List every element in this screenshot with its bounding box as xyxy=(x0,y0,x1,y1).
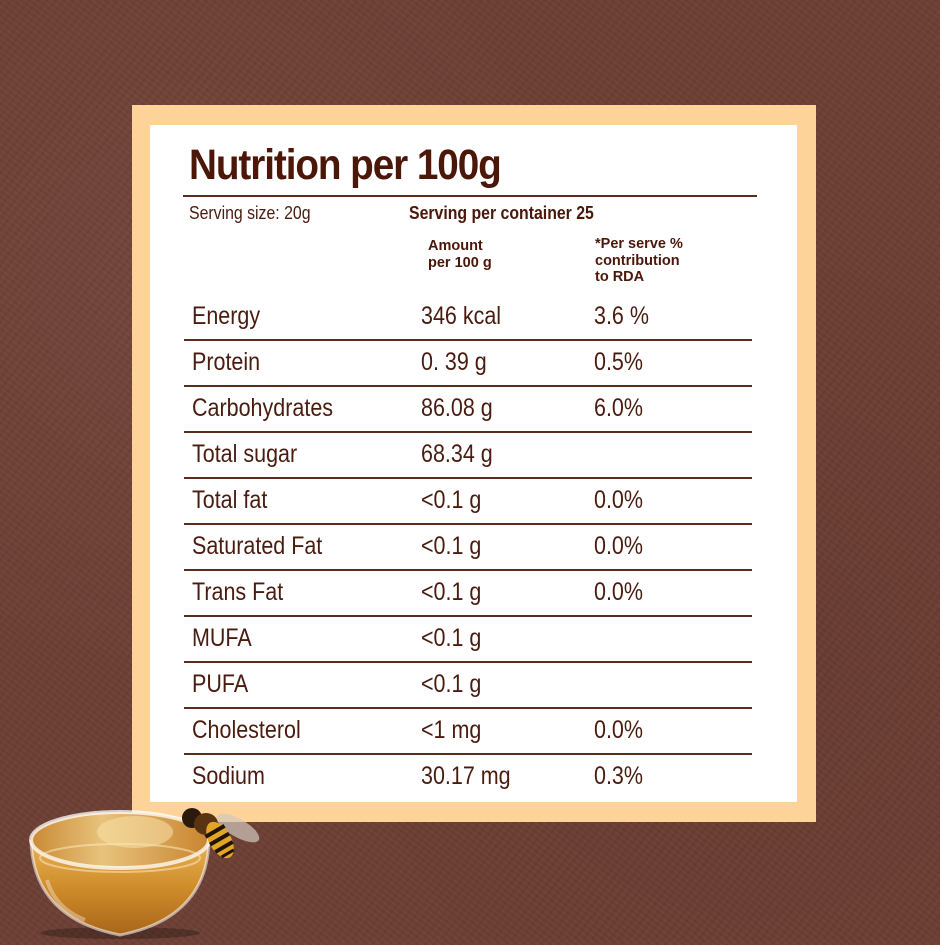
table-row-pufa: PUFA <0.1 g xyxy=(184,663,752,709)
serving-size: Serving size: 20g xyxy=(189,203,311,223)
nutrient-rda: 0.0% xyxy=(594,532,644,560)
table-row-trans-fat: Trans Fat <0.1 g 0.0% xyxy=(184,571,752,617)
column-header-rda-line2: contribution xyxy=(595,252,680,269)
nutrition-panel xyxy=(150,125,797,802)
nutrient-rda: 0.3% xyxy=(594,762,644,790)
nutrient-amount: <0.1 g xyxy=(421,624,482,652)
page-title: Nutrition per 100g xyxy=(189,141,502,189)
nutrient-name: Cholesterol xyxy=(192,716,301,744)
table-row-sodium: Sodium 30.17 mg 0.3% xyxy=(184,755,752,799)
nutrient-amount: <0.1 g xyxy=(421,486,482,514)
table-row-cholesterol: Cholesterol <1 mg 0.0% xyxy=(184,709,752,755)
nutrient-rda: 0.0% xyxy=(594,716,644,744)
nutrient-rda: 0.0% xyxy=(594,486,644,514)
nutrient-amount: 68.34 g xyxy=(421,440,493,468)
nutrient-name: Protein xyxy=(192,348,261,376)
nutrient-name: Saturated Fat xyxy=(192,532,323,560)
nutrient-rda: 0.5% xyxy=(594,348,644,376)
nutrient-rda: 3.6 % xyxy=(594,302,649,330)
nutrient-name: Trans Fat xyxy=(192,578,284,606)
nutrient-name: Energy xyxy=(192,302,261,330)
nutrient-amount: 0. 39 g xyxy=(421,348,487,376)
nutrition-table: Energy 346 kcal 3.6 % Protein 0. 39 g 0.… xyxy=(184,295,752,799)
nutrient-amount: <0.1 g xyxy=(421,670,482,698)
nutrient-amount: 346 kcal xyxy=(421,302,502,330)
column-header-amount: Amount per 100 g xyxy=(428,238,492,271)
column-header-rda-line3: to RDA xyxy=(595,269,645,285)
nutrient-name: PUFA xyxy=(192,670,249,698)
nutrient-name: MUFA xyxy=(192,624,252,652)
column-header-amount-line2: per 100 g xyxy=(428,254,492,271)
nutrient-rda: 0.0% xyxy=(594,578,644,606)
table-row-total-sugar: Total sugar 68.34 g xyxy=(184,433,752,479)
bee-icon xyxy=(182,808,260,859)
nutrient-amount: <0.1 g xyxy=(421,532,482,560)
nutrient-name: Total sugar xyxy=(192,440,298,468)
nutrient-rda: 6.0% xyxy=(594,394,644,422)
table-row-total-fat: Total fat <0.1 g 0.0% xyxy=(184,479,752,525)
table-row-energy: Energy 346 kcal 3.6 % xyxy=(184,295,752,341)
table-row-saturated-fat: Saturated Fat <0.1 g 0.0% xyxy=(184,525,752,571)
honey-bowl-illustration xyxy=(25,790,265,940)
nutrient-name: Carbohydrates xyxy=(192,394,334,422)
column-header-amount-line1: Amount xyxy=(428,238,483,254)
nutrient-name: Total fat xyxy=(192,486,268,514)
serving-per-container: Serving per container 25 xyxy=(409,203,594,223)
title-divider xyxy=(183,195,757,197)
nutrient-amount: 86.08 g xyxy=(421,394,493,422)
nutrient-amount: <1 mg xyxy=(421,716,482,744)
table-row-mufa: MUFA <0.1 g xyxy=(184,617,752,663)
table-row-protein: Protein 0. 39 g 0.5% xyxy=(184,341,752,387)
nutrient-name: Sodium xyxy=(192,762,265,790)
nutrient-amount: <0.1 g xyxy=(421,578,482,606)
nutrient-amount: 30.17 mg xyxy=(421,762,511,790)
column-header-rda: *Per serve % contribution to RDA xyxy=(595,236,683,286)
table-row-carbohydrates: Carbohydrates 86.08 g 6.0% xyxy=(184,387,752,433)
column-header-rda-line1: *Per serve % xyxy=(595,236,683,252)
